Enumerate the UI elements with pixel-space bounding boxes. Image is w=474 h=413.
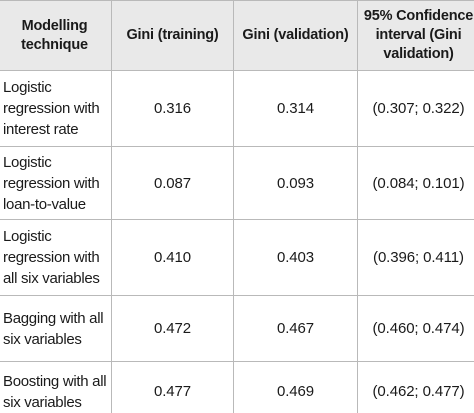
confidence-interval-cell: (0.084; 0.101) [357,146,474,220]
gini-training-cell: 0.316 [111,70,234,147]
confidence-interval-cell: (0.396; 0.411) [357,219,474,296]
gini-validation-cell: 0.469 [233,361,358,413]
confidence-interval-cell: (0.307; 0.322) [357,70,474,147]
gini-validation-cell: 0.314 [233,70,358,147]
table-row: Logistic regression with loan-to-value 0… [0,146,474,220]
table-row: Logistic regression with interest rate 0… [0,70,474,147]
header-gini-validation: Gini (validation) [233,0,358,71]
gini-training-cell: 0.410 [111,219,234,296]
table-row: Bagging with all six variables 0.472 0.4… [0,295,474,362]
gini-training-cell: 0.477 [111,361,234,413]
technique-cell: Boosting with all six variables [0,361,112,413]
technique-cell: Logistic regression with interest rate [0,70,112,147]
technique-cell: Bagging with all six variables [0,295,112,362]
gini-validation-cell: 0.403 [233,219,358,296]
header-gini-training: Gini (training) [111,0,234,71]
table-header: Modelling technique Gini (training) Gini… [0,0,474,71]
header-row: Modelling technique Gini (training) Gini… [0,0,474,71]
gini-validation-cell: 0.467 [233,295,358,362]
table-row: Boosting with all six variables 0.477 0.… [0,361,474,413]
gini-validation-cell: 0.093 [233,146,358,220]
table-row: Logistic regression with all six variabl… [0,219,474,296]
header-confidence-interval: 95% Confidence interval (Gini validation… [357,0,474,71]
confidence-interval-cell: (0.462; 0.477) [357,361,474,413]
header-modelling-technique: Modelling technique [0,0,112,71]
confidence-interval-cell: (0.460; 0.474) [357,295,474,362]
table-body: Logistic regression with interest rate 0… [0,70,474,413]
technique-cell: Logistic regression with all six variabl… [0,219,112,296]
gini-training-cell: 0.087 [111,146,234,220]
technique-cell: Logistic regression with loan-to-value [0,146,112,220]
gini-training-cell: 0.472 [111,295,234,362]
